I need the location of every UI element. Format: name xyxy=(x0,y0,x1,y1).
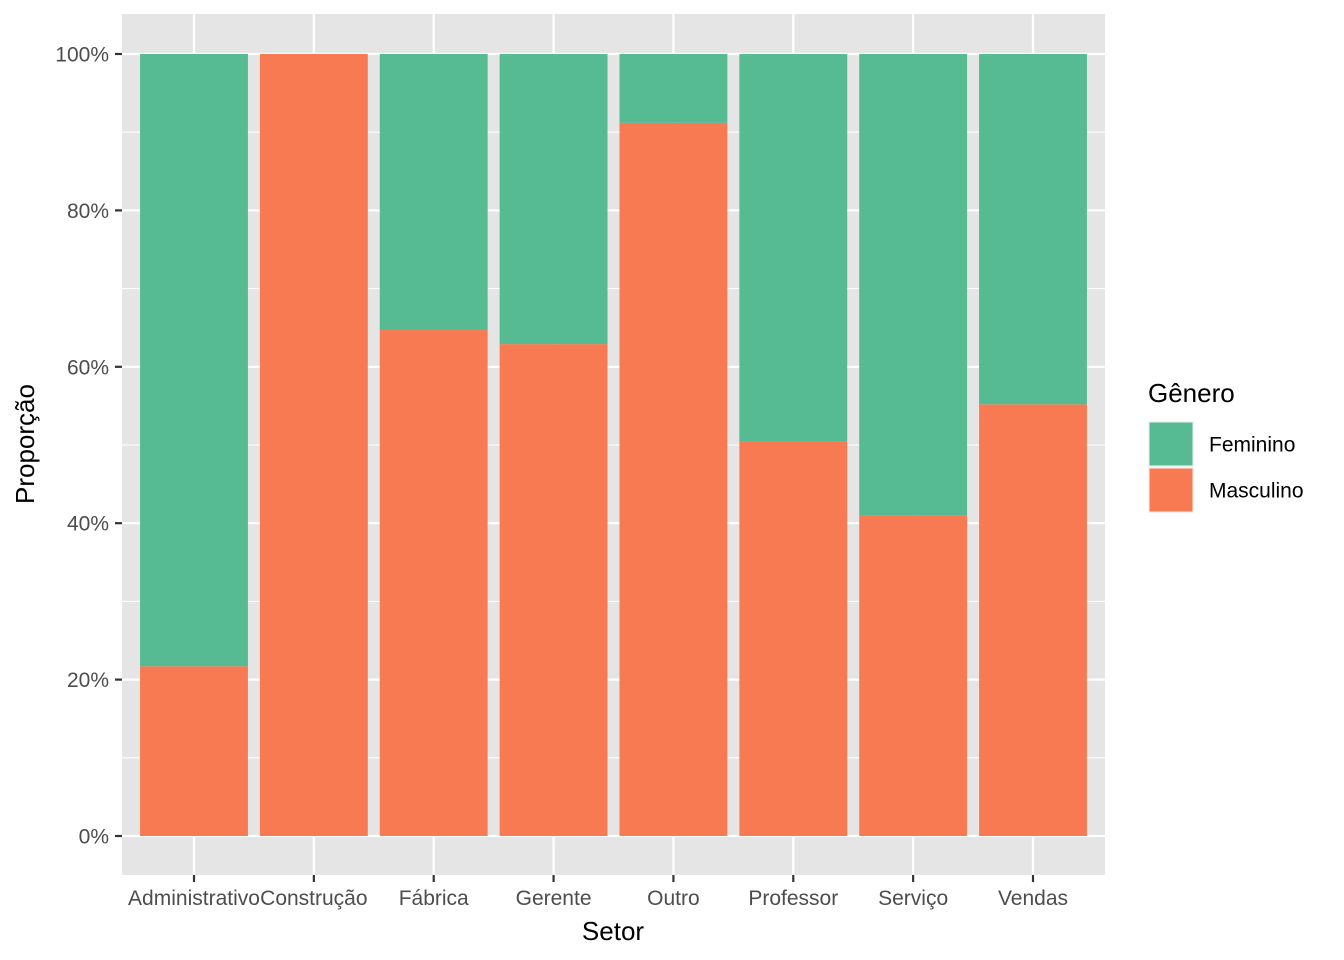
x-tick-label: Outro xyxy=(647,887,700,910)
x-tick-label: Fábrica xyxy=(399,887,469,910)
y-tick-label: 80% xyxy=(67,200,109,223)
bar-feminino xyxy=(859,54,968,516)
x-tick-label: Vendas xyxy=(998,887,1068,910)
bar-feminino xyxy=(739,54,848,442)
bar-masculino xyxy=(379,330,488,836)
x-tick-label: Serviço xyxy=(878,887,948,910)
bar-masculino xyxy=(859,515,968,836)
legend-swatch xyxy=(1149,468,1193,512)
x-tick-label: Professor xyxy=(748,887,838,910)
bar-feminino xyxy=(979,54,1087,405)
y-tick-label: 20% xyxy=(67,669,109,692)
bar-feminino xyxy=(499,54,608,345)
bar-feminino xyxy=(619,54,728,123)
legend-items: Feminino Masculino xyxy=(1148,421,1304,513)
bar-masculino xyxy=(619,122,728,837)
y-tick-label: 40% xyxy=(67,513,109,536)
legend-label: Feminino xyxy=(1209,434,1295,457)
bar-feminino xyxy=(140,54,248,667)
y-axis-title: Proporção xyxy=(10,384,40,504)
x-tick-label: Administrativo xyxy=(128,887,260,910)
bar-masculino xyxy=(499,344,608,836)
x-axis-title: Setor xyxy=(582,916,644,946)
bars-group xyxy=(140,54,1087,837)
y-tick-label: 100% xyxy=(55,44,109,67)
x-axis: Administrativo Construção Fábrica Gerente Ou… xyxy=(128,875,1068,910)
y-tick-label: 60% xyxy=(67,356,109,379)
bar-feminino xyxy=(379,54,488,331)
y-tick-label: 0% xyxy=(79,826,109,849)
x-tick-label: Construção xyxy=(260,887,367,910)
legend: Gênero Feminino Masculino xyxy=(1148,378,1304,513)
legend-swatch xyxy=(1149,422,1193,466)
legend-label: Masculino xyxy=(1209,480,1304,503)
bar-masculino xyxy=(140,666,248,836)
bar-masculino xyxy=(259,54,368,836)
x-tick-label: Gerente xyxy=(516,887,592,910)
y-axis: 0% 20% 40% 60% 80% 100% xyxy=(55,44,122,849)
bar-masculino xyxy=(739,441,848,836)
bar-masculino xyxy=(979,404,1087,836)
legend-title: Gênero xyxy=(1148,378,1235,408)
